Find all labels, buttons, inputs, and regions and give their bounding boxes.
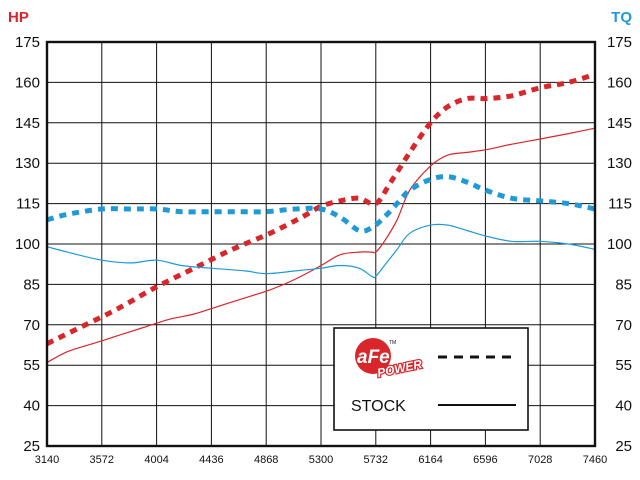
legend-stock-label: STOCK — [351, 398, 406, 415]
afe-tq-line — [46, 174, 596, 234]
y-tick-label-right: 70 — [615, 317, 632, 334]
x-tick-label: 6164 — [418, 454, 442, 466]
x-tick-label: 5732 — [364, 454, 388, 466]
y-tick-label-right: 55 — [615, 357, 632, 374]
y-tick-label-left: 40 — [23, 398, 40, 415]
y-tick-label-left: 130 — [15, 155, 40, 172]
stock-tq-line — [46, 223, 596, 279]
x-tick-label: 4004 — [144, 454, 168, 466]
y-tick-label-left: 85 — [23, 276, 40, 293]
grid-lines — [47, 41, 595, 447]
logo-circle — [355, 338, 391, 374]
y-tick-label-right: 25 — [615, 438, 632, 455]
y-tick-label-right: 160 — [607, 74, 632, 91]
afe-hp-line — [45, 71, 596, 346]
y-tick-label-right: 130 — [607, 155, 632, 172]
tick-labels: 3140 3572 4004 4436 4868 5300 5732 6164 6596 7028… — [15, 34, 632, 466]
y-tick-label-right: 100 — [607, 236, 632, 253]
y-tick-label-left: 70 — [23, 317, 40, 334]
x-tick-label: 4436 — [199, 454, 223, 466]
plot-frame — [45, 40, 597, 448]
logo-tm: TM — [389, 340, 396, 346]
hp-axis-title: HP — [8, 9, 29, 26]
y-tick-label-left: 160 — [15, 74, 40, 91]
y-tick-label-left: 145 — [15, 115, 40, 132]
x-tick-label: 6596 — [473, 454, 497, 466]
logo-text: aFe — [357, 347, 390, 368]
y-tick-label-right: 85 — [615, 276, 632, 293]
y-tick-label-right: 175 — [607, 34, 632, 51]
x-tick-label: 5300 — [309, 454, 333, 466]
y-tick-label-right: 115 — [608, 196, 632, 213]
x-tick-label: 4868 — [254, 454, 278, 466]
x-tick-label: 7028 — [528, 454, 552, 466]
series-group — [45, 71, 596, 364]
y-tick-label-right: 145 — [607, 115, 632, 132]
x-tick-label: 7460 — [583, 454, 607, 466]
y-tick-label-left: 115 — [16, 196, 40, 213]
tq-axis-title: TQ — [611, 9, 632, 26]
y-tick-label-left: 25 — [23, 438, 40, 455]
legend: aFe TM POWER STOCK — [333, 327, 529, 431]
y-tick-label-left: 100 — [15, 236, 40, 253]
y-tick-label-right: 40 — [615, 398, 632, 415]
y-tick-label-left: 55 — [23, 357, 40, 374]
x-tick-label: 3572 — [90, 454, 114, 466]
x-tick-label: 3140 — [35, 454, 59, 466]
y-tick-label-left: 175 — [15, 34, 40, 51]
stock-hp-line — [46, 127, 596, 364]
